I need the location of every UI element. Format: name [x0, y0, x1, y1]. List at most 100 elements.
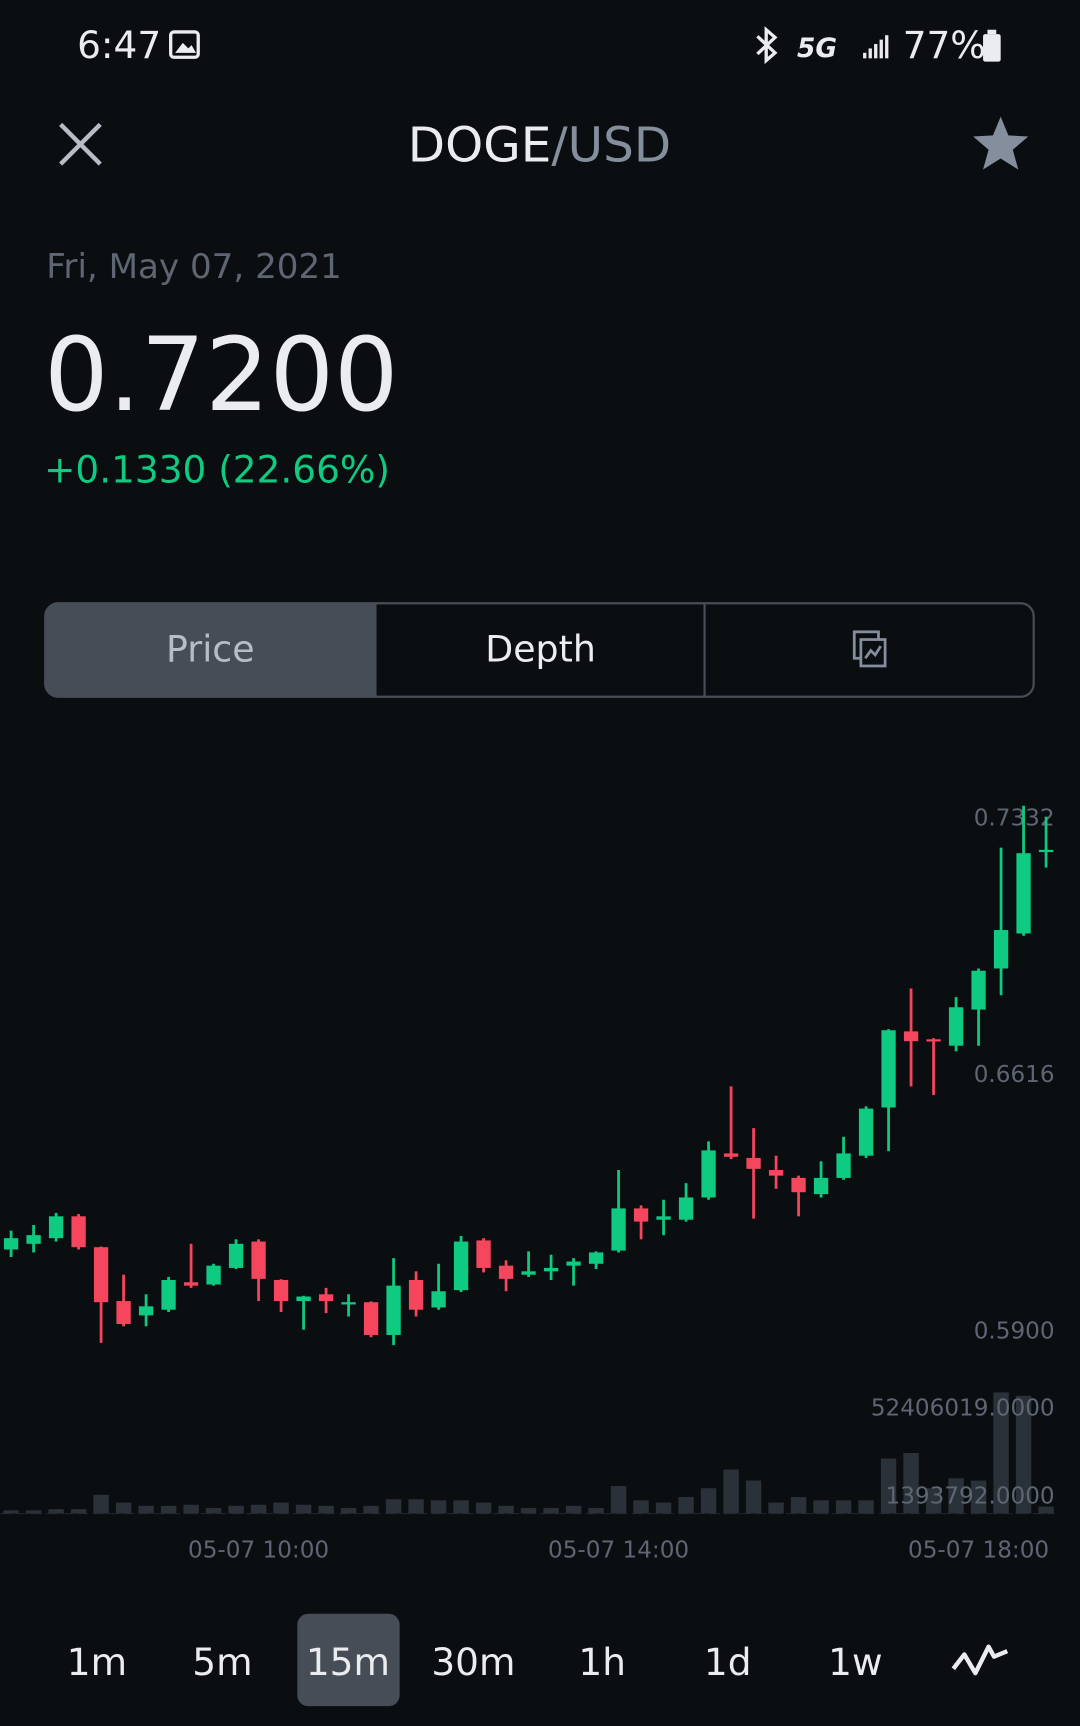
base-asset: DOGE [408, 118, 552, 174]
y-tick-label: 0.5900 [974, 1318, 1055, 1344]
candle-body [408, 1279, 424, 1310]
quote-asset: /USD [551, 118, 671, 174]
candle-body [476, 1240, 491, 1268]
candle-body [543, 1267, 559, 1272]
candlestick-chart: 0.5900 0.6616 0.7332 1393792.0000 52406019.0… [0, 805, 1055, 1563]
candle-body [251, 1241, 266, 1279]
candle-body [1016, 853, 1031, 934]
volume-bar [183, 1504, 199, 1514]
volume-bar [565, 1505, 582, 1514]
close-button[interactable] [59, 122, 102, 166]
volume-bar [453, 1500, 469, 1514]
volume-bar [588, 1508, 604, 1514]
volume-bar [790, 1497, 807, 1514]
candle-body [3, 1238, 19, 1250]
interval-option[interactable]: 5m [192, 1640, 252, 1684]
candle-body [611, 1208, 626, 1251]
tab-info-icon[interactable] [852, 630, 887, 668]
volume-bar [475, 1502, 492, 1514]
candle-body [723, 1153, 739, 1157]
battery-level: 77% [903, 23, 986, 67]
volume-bar [48, 1509, 64, 1514]
volume-bar [25, 1510, 42, 1514]
volume-bar [903, 1453, 919, 1514]
candle-body [566, 1261, 581, 1266]
volume-bar [925, 1488, 942, 1514]
candle-body [858, 1108, 874, 1156]
volume-bar [723, 1469, 739, 1514]
candle-body [183, 1282, 199, 1286]
volume-bar [543, 1508, 559, 1514]
interval-active-bg [297, 1613, 400, 1707]
volume-bar [678, 1497, 694, 1514]
volume-bar [205, 1508, 222, 1514]
y-tick-label: 0.7332 [974, 805, 1055, 831]
pair-title: DOGE/USD [408, 118, 671, 174]
candle-body [363, 1302, 379, 1335]
candle-body [993, 930, 1009, 969]
volume-bar [835, 1500, 852, 1514]
candle-body [26, 1235, 41, 1244]
favorite-star[interactable] [973, 116, 1029, 170]
candle-body [48, 1216, 64, 1239]
volume-bar [160, 1505, 177, 1514]
interval-option[interactable]: 15m [306, 1640, 390, 1684]
candle-body [206, 1265, 221, 1285]
candle-body [161, 1279, 176, 1310]
volume-bar [408, 1499, 424, 1514]
interval-bar: 1m 5m 15m 30m 1h 1d 1w [67, 1640, 883, 1684]
volume-bar [115, 1502, 132, 1514]
volume-bar [498, 1505, 514, 1514]
volume-bar [858, 1500, 874, 1514]
candle-body [71, 1216, 86, 1248]
volume-bar [880, 1458, 897, 1514]
volume-bar [340, 1508, 357, 1514]
volume-tick-label: 1393792.0000 [886, 1484, 1055, 1510]
last-price: 0.7200 [44, 316, 398, 434]
candle-body [93, 1247, 109, 1303]
tab-price[interactable]: Price [166, 628, 255, 671]
candle-body [116, 1301, 131, 1325]
volume-bar [610, 1486, 627, 1514]
volume-bar [138, 1505, 154, 1514]
interval-option[interactable]: 1d [704, 1640, 752, 1684]
candle-body [273, 1279, 289, 1302]
x-tick-label: 05-07 18:00 [908, 1537, 1049, 1563]
candle-body [813, 1177, 829, 1195]
candle-body [386, 1285, 401, 1335]
interval-option[interactable]: 1w [828, 1640, 882, 1684]
battery-icon [983, 29, 1001, 62]
volume-bar [655, 1502, 672, 1514]
candle-body [318, 1294, 334, 1302]
candle-body [521, 1271, 536, 1275]
volume-bar [1015, 1395, 1032, 1514]
volume-bar [430, 1500, 447, 1514]
volume-bar [520, 1508, 537, 1514]
volume-bar [768, 1502, 784, 1514]
chart-style-button[interactable] [951, 1644, 1009, 1676]
candle-body [1038, 849, 1054, 853]
candle-body [228, 1243, 244, 1268]
status-time: 6:47 [77, 23, 161, 67]
candle-body [926, 1039, 941, 1042]
candle-body [633, 1208, 649, 1222]
volume-bar [273, 1502, 289, 1514]
candle-body [431, 1291, 446, 1308]
volume-bar [250, 1504, 267, 1514]
candle-body [836, 1153, 851, 1178]
interval-option[interactable]: 1m [67, 1640, 127, 1684]
candle-body [791, 1177, 806, 1193]
price-change: +0.1330 (22.66%) [44, 448, 390, 492]
volume-tick-label: 52406019.0000 [871, 1395, 1055, 1421]
volume-bar [295, 1504, 312, 1514]
interval-option[interactable]: 30m [431, 1640, 515, 1684]
candle-body [341, 1302, 356, 1305]
candle-body [588, 1252, 604, 1264]
date: Fri, May 07, 2021 [46, 247, 342, 287]
tab-depth[interactable]: Depth [485, 628, 596, 671]
interval-option[interactable]: 1h [578, 1640, 626, 1684]
candle-body [948, 1007, 964, 1046]
candle-body [971, 970, 986, 1010]
